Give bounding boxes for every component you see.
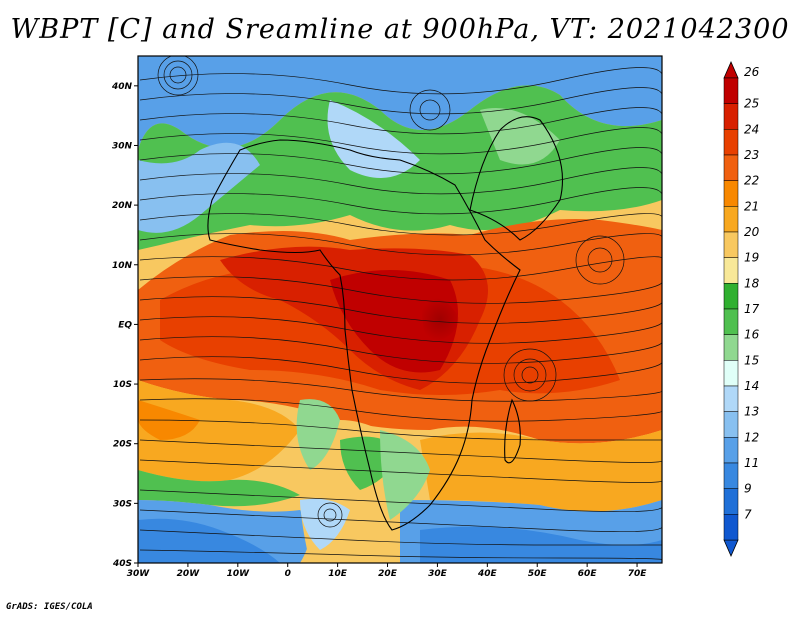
lat-tick-label: 40S xyxy=(112,559,132,569)
colorbar-swatch xyxy=(723,385,739,412)
map-title: WBPT [C] and Sreamline at 900hPa, VT: 20… xyxy=(10,14,790,45)
colorbar-label: 16 xyxy=(744,328,760,342)
colorbar-swatch xyxy=(723,154,739,181)
lon-tick-label: 70E xyxy=(628,569,648,579)
colorbar-label: 24 xyxy=(744,122,759,136)
lat-tick-label: 30S xyxy=(113,499,132,509)
lat-tick-label: 20N xyxy=(112,201,133,211)
lat-tick-label: 30N xyxy=(112,141,133,151)
colorbar-swatch xyxy=(723,462,739,489)
colorbar-label: 20 xyxy=(744,225,760,239)
colorbar-label: 17 xyxy=(744,302,760,316)
lon-tick-label: 50E xyxy=(528,569,548,579)
colorbar-label: 7 xyxy=(744,507,752,521)
colorbar-swatch xyxy=(723,283,739,310)
streamlines xyxy=(139,56,662,560)
colorbar-label: 22 xyxy=(744,174,759,188)
coastlines xyxy=(207,116,563,531)
colorbar-label: 14 xyxy=(744,379,759,393)
lat-tick-label: 10S xyxy=(113,380,132,390)
lat-tick-label: EQ xyxy=(118,320,132,330)
colorbar-swatch xyxy=(723,231,739,258)
colorbar-swatch xyxy=(723,437,739,464)
colorbar-label: 23 xyxy=(744,148,759,162)
colorbar-swatch xyxy=(723,129,739,156)
colorbar: 26 25 24 23 22 21 20 19 18 17 16 15 14 13 12 11 9 7 xyxy=(723,61,760,557)
colorbar-label: 15 xyxy=(744,353,759,367)
lon-tick-label: 20W xyxy=(177,569,201,579)
colorbar-label: 25 xyxy=(744,97,759,111)
colorbar-label: 18 xyxy=(744,276,760,290)
lon-tick-label: 30E xyxy=(428,569,448,579)
credit-label: GrADS: IGES/COLA xyxy=(6,602,93,612)
colorbar-label: 19 xyxy=(744,251,759,265)
lon-tick-label: 0 xyxy=(285,569,291,579)
colorbar-label: 9 xyxy=(744,482,752,496)
lat-tick-label: 20S xyxy=(113,440,132,450)
colorbar-swatch xyxy=(723,308,739,335)
colorbar-label: 11 xyxy=(744,456,759,470)
colorbar-swatch xyxy=(723,257,739,284)
lon-tick-label: 40E xyxy=(477,569,498,579)
colorbar-bottom-arrow xyxy=(723,539,739,557)
colorbar-swatch xyxy=(723,488,739,515)
colorbar-swatch xyxy=(723,180,739,207)
lat-tick-label: 40N xyxy=(111,82,133,92)
colorbar-label: 21 xyxy=(744,199,759,213)
colorbar-swatch xyxy=(723,77,739,104)
wbpt-field xyxy=(138,56,662,563)
lon-tick-label: 20E xyxy=(378,569,398,579)
colorbar-swatch xyxy=(723,206,739,233)
colorbar-top-arrow xyxy=(723,61,739,79)
plot-frame xyxy=(137,55,663,564)
lon-tick-label: 60E xyxy=(578,569,598,579)
lon-tick-label: 10E xyxy=(328,569,348,579)
colorbar-swatch xyxy=(723,334,739,361)
lon-tick-label: 10W xyxy=(227,569,251,579)
colorbar-label: 13 xyxy=(744,405,759,419)
lat-tick-label: 10N xyxy=(112,261,133,271)
lon-tick-label: 30W xyxy=(127,569,151,579)
colorbar-swatch xyxy=(723,411,739,438)
colorbar-swatch xyxy=(723,360,739,387)
colorbar-swatch xyxy=(723,514,739,541)
colorbar-swatch xyxy=(723,103,739,130)
colorbar-label: 26 xyxy=(744,65,760,79)
colorbar-label: 12 xyxy=(744,430,759,444)
